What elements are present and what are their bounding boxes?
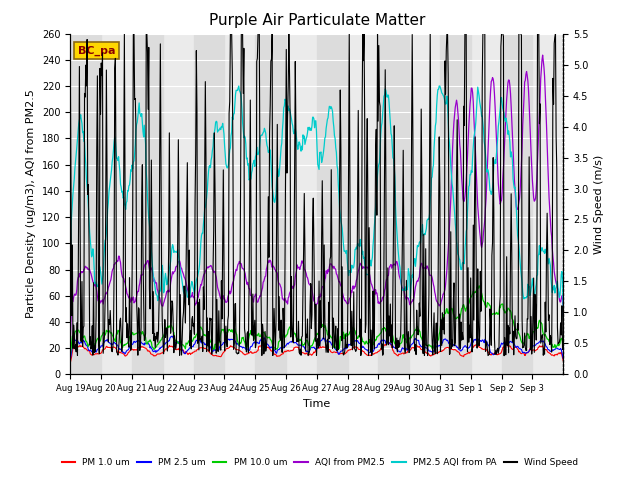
Title: Purple Air Particulate Matter: Purple Air Particulate Matter [209,13,425,28]
Bar [378,34,409,374]
Legend: PM 1.0 um, PM 2.5 um, PM 10.0 um, AQI from PM2.5, PM2.5 AQI from PA, Wind Speed: PM 1.0 um, PM 2.5 um, PM 10.0 um, AQI fr… [58,455,582,471]
Bar [194,34,225,374]
Text: BC_pa: BC_pa [78,46,115,56]
Y-axis label: Particle Density (ug/m3), AQI from PM2.5: Particle Density (ug/m3), AQI from PM2.5 [26,90,36,318]
Bar [255,34,286,374]
Bar [70,34,101,374]
X-axis label: Time: Time [303,399,330,408]
Bar [317,34,348,374]
Y-axis label: Wind Speed (m/s): Wind Speed (m/s) [594,155,604,253]
Bar [440,34,471,374]
Bar [502,34,532,374]
Bar [132,34,163,374]
